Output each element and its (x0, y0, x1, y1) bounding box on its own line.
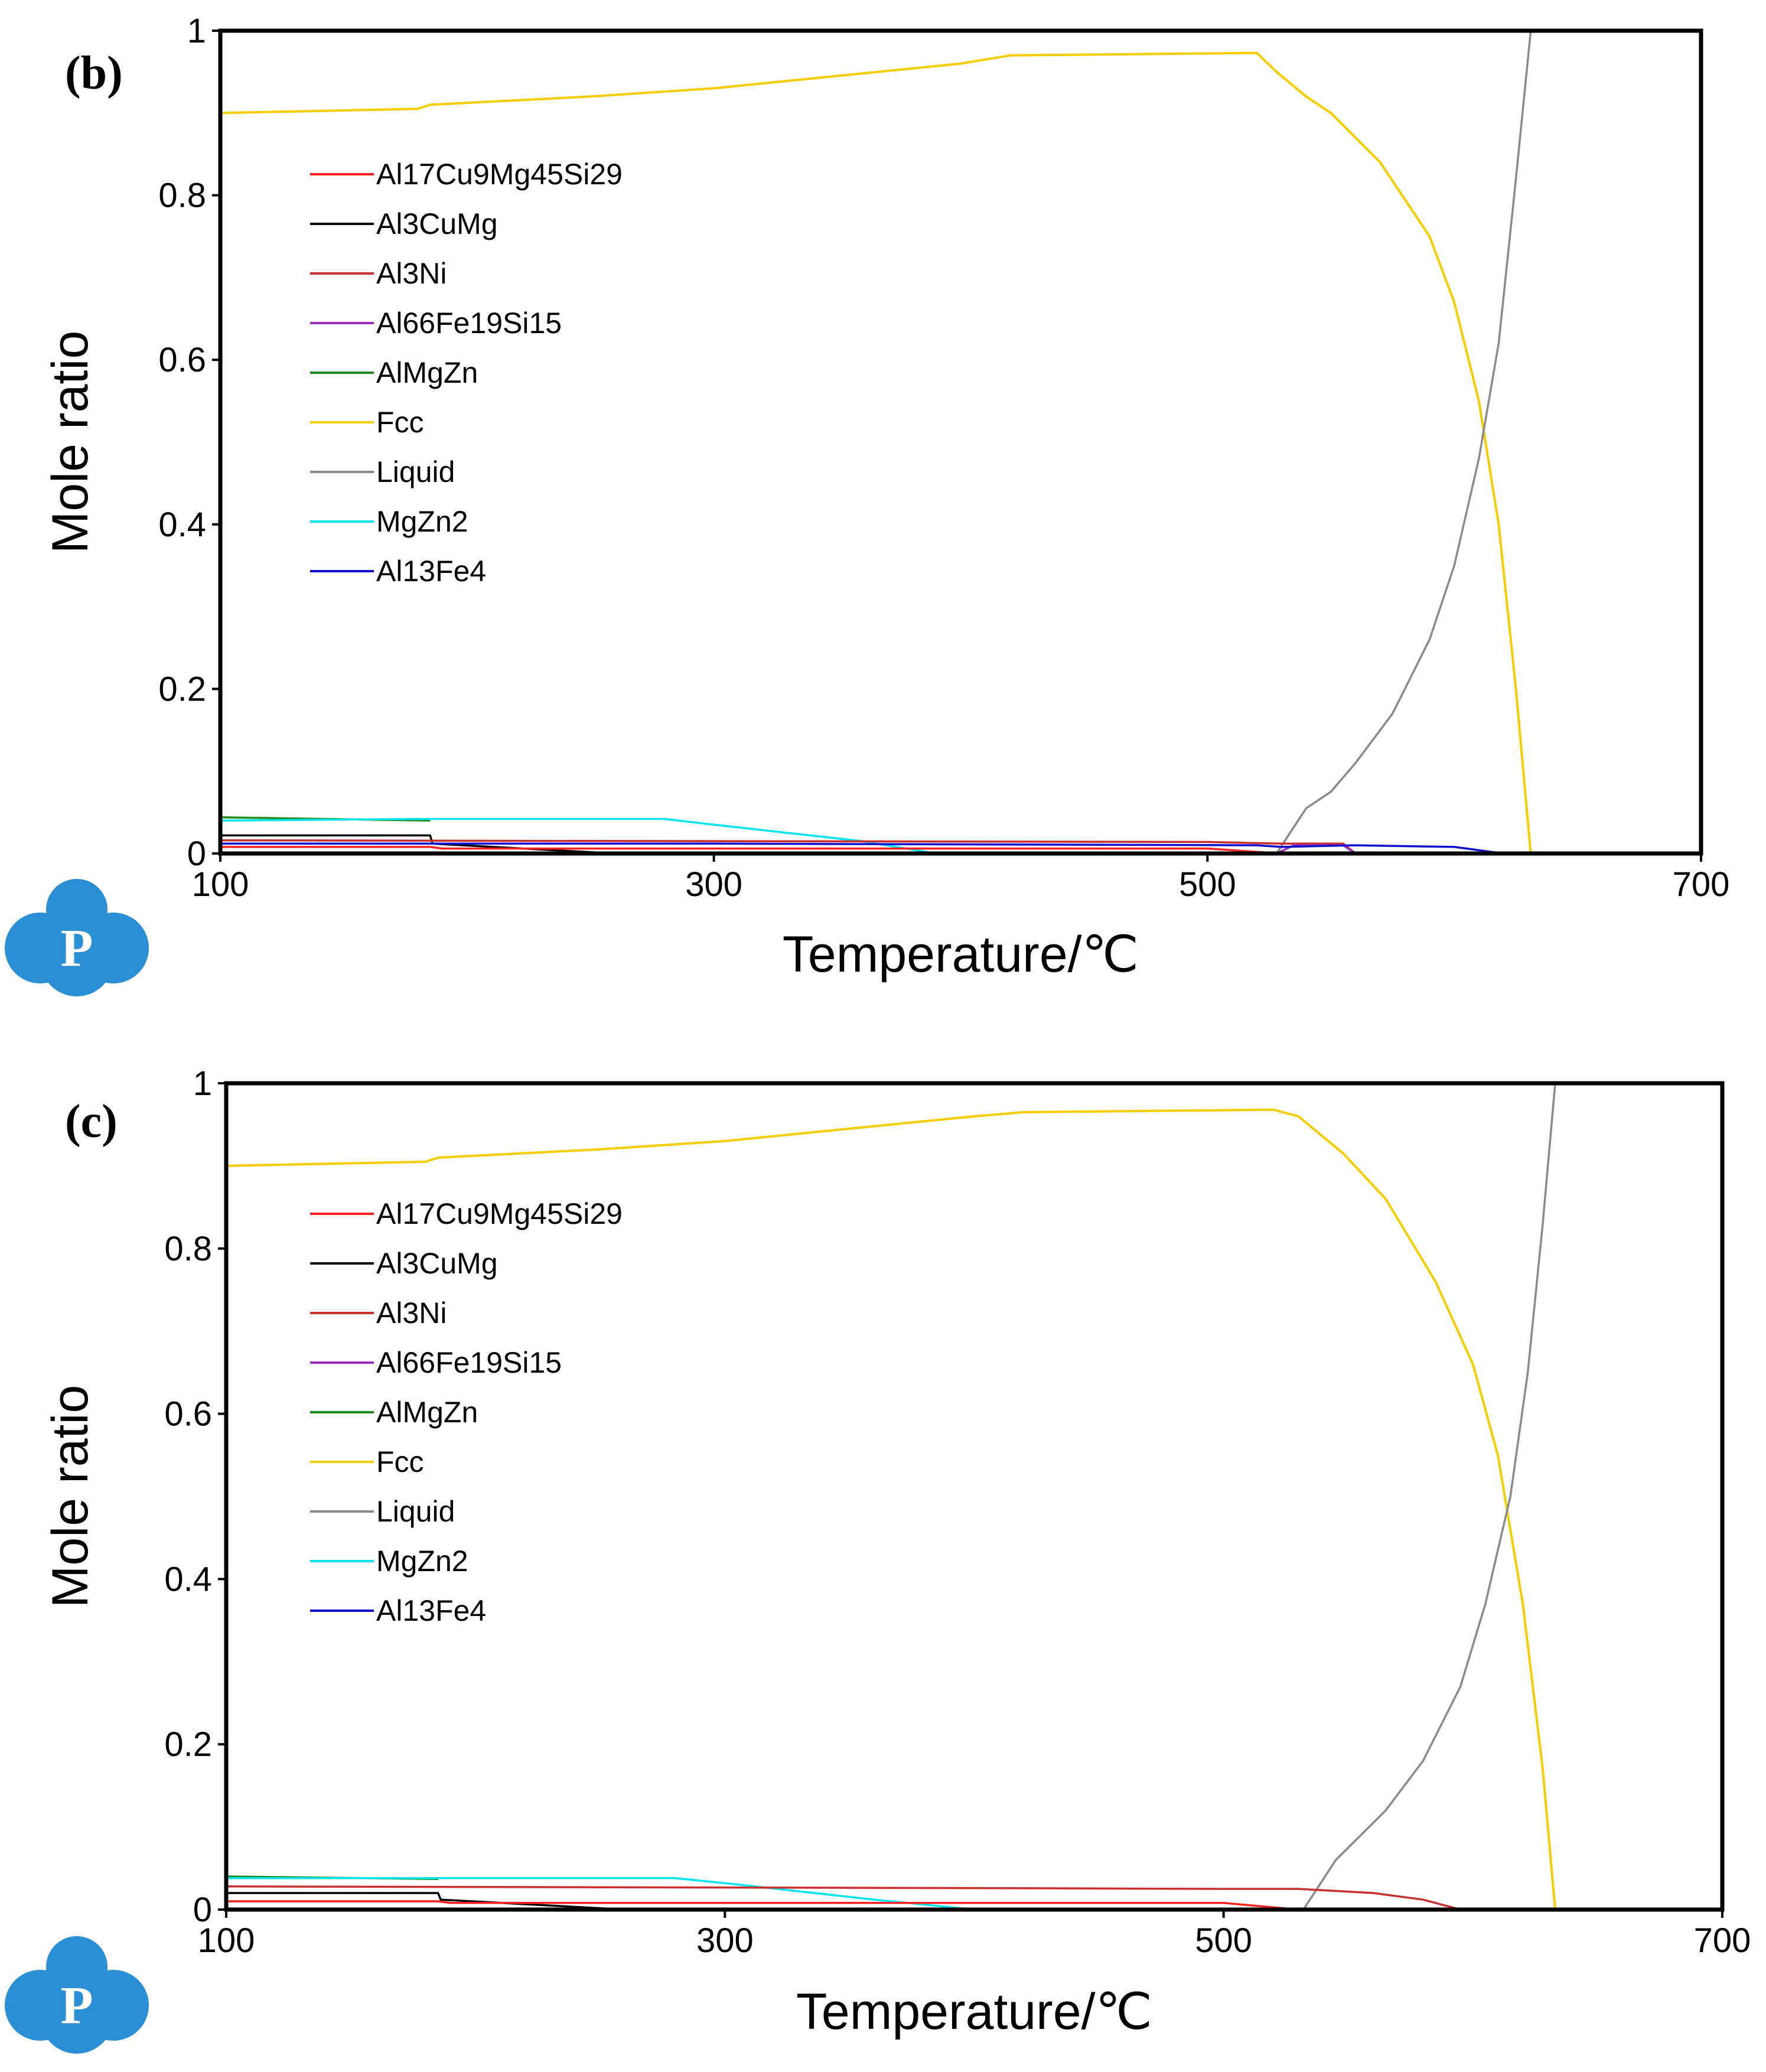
series-line-al3ni (226, 1885, 1461, 1910)
legend: Al17Cu9Mg45Si29 Al3CuMg Al3Ni Al66Fe19Si15 A… (310, 1197, 623, 1627)
legend-label-al3ni: Al3Ni (376, 257, 447, 290)
x-tick-label: 700 (1673, 865, 1730, 904)
publisher-logo-bottom: P (5, 1936, 149, 2054)
legend-label-liquid: Liquid (376, 1495, 455, 1528)
series-line-al17cu9mg45si29 (220, 846, 1282, 853)
y-tick-label: 0.2 (158, 670, 206, 708)
x-axis-title: Temperature/℃ (783, 926, 1139, 983)
series-line-liquid (1302, 1083, 1556, 1910)
x-tick-label: 300 (685, 865, 742, 904)
cloud-logo-icon (5, 879, 149, 996)
legend-label-al13fe4: Al13Fe4 (376, 555, 486, 588)
plot-frame (224, 1081, 1725, 1912)
series-line-mgzn2 (226, 1877, 975, 1910)
y-tick-label: 1 (193, 1064, 212, 1103)
legend-label-al3cumg: Al3CuMg (376, 207, 498, 240)
y-tick-label: 0.2 (164, 1725, 212, 1764)
legend-label-fcc: Fcc (376, 1445, 424, 1478)
panel-label: (c) (65, 1096, 118, 1148)
panel-c: 0 0.2 0.4 0.6 0.8 1 100 300 500 700 Temperature/℃ M… (42, 1064, 1751, 2040)
legend-label-fcc: Fcc (376, 406, 424, 439)
legend-label-al3cumg: Al3CuMg (376, 1247, 498, 1280)
legend-label-liquid: Liquid (376, 455, 455, 488)
legend-label-almgzn: AlMgZn (376, 356, 478, 389)
panel-b: 0 0.2 0.4 0.6 0.8 1 100 300 500 700 Temperature/℃ M… (42, 12, 1729, 983)
y-axis-title: Mole ratio (42, 1385, 99, 1608)
x-tick-label: 700 (1694, 1921, 1751, 1960)
series-line-fcc (220, 51, 1532, 853)
x-tick-label: 100 (198, 1921, 255, 1960)
legend-label-mgzn2: MgZn2 (376, 505, 468, 538)
legend-label-al17cu9mg45si29: Al17Cu9Mg45Si29 (376, 158, 623, 191)
legend-label-al17cu9mg45si29: Al17Cu9Mg45Si29 (376, 1197, 623, 1230)
y-tick-label: 0.4 (164, 1560, 212, 1598)
series-line-liquid (1275, 31, 1532, 853)
legend-label-al66fe19si15: Al66Fe19Si15 (376, 307, 562, 340)
legend-label-al3ni: Al3Ni (376, 1296, 447, 1330)
y-tick-label: 0.8 (158, 177, 206, 215)
publisher-logo-top: P (5, 879, 149, 996)
cloud-logo-icon (5, 1936, 149, 2054)
x-tick-label: 500 (1179, 865, 1236, 904)
y-tick-label: 0.6 (164, 1395, 212, 1434)
legend-label-al13fe4: Al13Fe4 (376, 1594, 486, 1627)
y-tick-label: 0 (187, 835, 206, 873)
legend-label-mgzn2: MgZn2 (376, 1545, 468, 1578)
y-tick-label: 1 (187, 12, 206, 50)
plot-series (220, 31, 1532, 853)
x-tick-label: 100 (192, 865, 249, 904)
x-axis-title: Temperature/℃ (796, 1983, 1152, 2040)
panel-label: (b) (65, 47, 123, 99)
legend: Al17Cu9Mg45Si29 Al3CuMg Al3Ni Al66Fe19Si15 A… (310, 158, 623, 588)
series-line-al17cu9mg45si29 (226, 1900, 1299, 1910)
x-tick-label: 300 (696, 1921, 754, 1960)
series-line-fcc (226, 1108, 1557, 1910)
plot-frame (218, 28, 1703, 856)
svg-text:P: P (61, 919, 93, 978)
svg-text:P: P (61, 1976, 93, 2035)
y-tick-label: 0.4 (158, 506, 206, 544)
legend-label-al66fe19si15: Al66Fe19Si15 (376, 1346, 562, 1379)
y-axis-title: Mole ratio (42, 331, 99, 554)
y-tick-label: 0 (193, 1891, 212, 1929)
series-line-al3cumg (226, 1892, 625, 1910)
legend-label-almgzn: AlMgZn (376, 1396, 478, 1429)
series-line-al13fe4 (220, 842, 1504, 853)
y-tick-label: 0.6 (158, 341, 206, 379)
x-tick-label: 500 (1195, 1921, 1252, 1960)
y-tick-label: 0.8 (164, 1230, 212, 1268)
